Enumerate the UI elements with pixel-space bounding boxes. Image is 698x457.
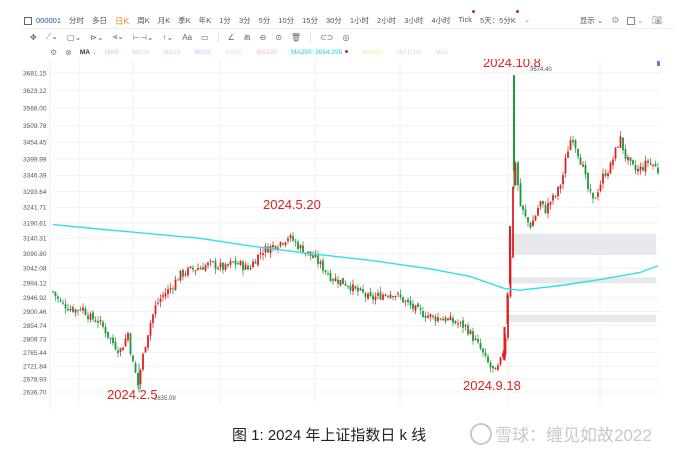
ma-legend-item[interactable]: MA1 (435, 48, 449, 56)
period-tab[interactable]: 10分 (278, 15, 295, 25)
fib-icon[interactable]: ⫷⌄ (112, 32, 124, 41)
settings-icon[interactable]: ⚙ (611, 15, 620, 25)
arrow-icon[interactable]: ↑⌄ (162, 32, 174, 42)
layout-dropdown[interactable]: ⌄ (627, 16, 644, 25)
period-tab[interactable]: Tick (459, 9, 475, 27)
drawing-toolbar: ✥ ⟋⌄ ▢⌄ ⊳⌄ ⫷⌄ ⊢⊣⌄ ↑⌄ Aa ▭ ∠ ⋒ ⊖ ⊙ 🗑︎ ⊂⊃ … (30, 30, 349, 44)
period-tab[interactable]: 年K (198, 15, 212, 25)
link-icon[interactable]: ⊂⊃ (320, 32, 334, 42)
y-axis-tick: 3681.15 (23, 71, 47, 78)
y-axis-tick: 3042.08 (23, 266, 47, 273)
svg-text:2635.09: 2635.09 (154, 396, 176, 402)
close-icon[interactable]: ⊗ (65, 47, 72, 57)
text-icon[interactable]: Aa (182, 32, 193, 42)
settings-icon[interactable]: ⚙ (50, 47, 58, 57)
arc-icon[interactable]: ⋒ (243, 32, 251, 42)
display-dropdown[interactable]: 显示 ⌄ (579, 16, 604, 25)
ma-legend-item[interactable]: MA5 (105, 48, 119, 56)
date-annotation: 2024.9.18 (463, 378, 521, 393)
ma-legend-item[interactable]: MA20 (163, 48, 181, 56)
notification-dot (515, 9, 519, 13)
y-axis-tick: 2900.46 (23, 309, 47, 316)
ma-legend-item[interactable]: MA500 (362, 48, 383, 56)
period-tab[interactable]: 1分 (219, 15, 231, 25)
y-axis-tick: 3346.39 (23, 173, 47, 180)
y-axis-tick: 3293.64 (23, 189, 47, 196)
period-tab[interactable]: 4小时 (431, 15, 451, 25)
figure-caption: 图 1: 2024 年上证指数日 k 线 (232, 427, 427, 444)
chevron-down-icon[interactable]: ⌄ (523, 14, 531, 24)
date-annotation: 2024.10.8 (483, 59, 541, 70)
snowball-logo-icon (470, 422, 492, 445)
period-tab[interactable]: 多日 (92, 15, 108, 25)
circle-minus-icon[interactable]: ⊖ (259, 32, 267, 42)
path-icon[interactable]: ⊳⌄ (90, 32, 104, 42)
ma-legend-item[interactable]: MA120 (256, 48, 277, 56)
y-axis-tick: 2721.84 (23, 363, 47, 370)
target-icon[interactable]: ⊙ (275, 32, 282, 42)
period-tab[interactable]: 月K (157, 15, 171, 25)
period-tab[interactable]: 季K (178, 15, 191, 25)
note-icon[interactable]: ▭ (201, 32, 209, 42)
measure-icon[interactable]: ⊢⊣⌄ (132, 32, 154, 42)
period-toolbar: 000001 分时 多日 日K 周K 月K 季K 年K 1分 3分 5分 10分 15分 30分 1小时 2… (20, 9, 675, 29)
eye-icon[interactable]: ◎ (342, 32, 350, 42)
rectangle-icon[interactable]: ▢⌄ (67, 32, 82, 42)
watermark-text: 雪球：缠见如故2022 (495, 426, 652, 445)
date-annotation: 2024.5.20 (263, 197, 321, 212)
period-tab[interactable]: 15分 (302, 15, 318, 25)
y-axis-tick: 3190.61 (23, 220, 47, 227)
period-tab[interactable]: 2小时 (376, 15, 397, 25)
ma-legend-item[interactable]: MA250: 3054.295 (291, 49, 349, 56)
period-tab[interactable]: 30分 (325, 15, 342, 25)
camera-icon[interactable]: 📷︎ (651, 15, 663, 25)
symbol-code[interactable]: 000001 (36, 16, 62, 25)
svg-text:3674.40: 3674.40 (530, 67, 552, 73)
y-axis-tick: 2678.93 (23, 377, 47, 384)
y-axis-tick: 2636.70 (23, 390, 47, 397)
move-icon[interactable]: ✥ (30, 32, 37, 42)
angle-icon[interactable]: ∠ (227, 32, 235, 42)
y-axis-tick: 3454.45 (23, 140, 47, 147)
ma-legend-item[interactable]: MA1000 (396, 48, 422, 56)
kline-chart-window: 000001 分时 多日 日K 周K 月K 季K 年K 1分 3分 5分 10分 15分 30分 1小时 2… (20, 9, 675, 409)
period-tab[interactable]: 1小时 (349, 15, 369, 25)
period-tab[interactable]: 5天：5分K (480, 9, 519, 27)
period-tab[interactable]: 周K (137, 15, 150, 25)
ma-legend-item[interactable]: MA30 (194, 48, 212, 56)
y-axis-tick: 3509.78 (23, 123, 47, 130)
period-tab[interactable]: 3分 (238, 15, 251, 25)
date-annotation: 2024.2.5 (107, 387, 158, 402)
y-axis-tick: 2765.44 (23, 350, 47, 357)
y-axis-tick: 2994.12 (23, 280, 47, 287)
sidebar-toggle-icon[interactable] (24, 16, 32, 25)
period-tab[interactable]: 5分 (258, 15, 271, 25)
y-axis-tick: 3140.31 (23, 236, 47, 243)
divider (217, 32, 219, 42)
candlestick-chart[interactable]: 3681.15 3623.12 3566.00 3509.78 3454.45 3399.… (20, 55, 675, 409)
y-axis-tick: 2854.74 (23, 323, 47, 330)
ma-selector[interactable]: MA ⌄ (79, 49, 98, 56)
period-tab[interactable]: 3小时 (404, 15, 424, 25)
ma-legend-item[interactable]: MA60 (225, 48, 243, 56)
notification-dot (471, 9, 475, 13)
y-axis-tick: 3623.12 (23, 88, 47, 95)
line-icon[interactable]: ⟋⌄ (45, 32, 59, 41)
y-axis-tick: 2809.73 (23, 337, 47, 344)
y-axis-tick: 3241.71 (23, 205, 47, 212)
indicator-legend: ⚙ ⊗ MA ⌄ MA5 MA10 MA20 MA30 MA60 MA120 MA250: … (50, 46, 448, 58)
period-tab[interactable]: 分时 (69, 15, 85, 25)
divider (310, 32, 312, 42)
y-axis-tick: 3090.80 (23, 251, 47, 258)
trash-icon[interactable]: 🗑︎ (290, 32, 302, 42)
y-axis-tick: 3566.00 (23, 106, 47, 113)
y-axis-tick: 2946.92 (23, 295, 47, 302)
y-axis-tick: 3399.99 (23, 156, 47, 163)
ma-legend-item[interactable]: MA10 (132, 48, 150, 56)
period-tab[interactable]: 日K (115, 15, 130, 26)
watermark: 雪球：缠见如故2022 (470, 421, 652, 446)
